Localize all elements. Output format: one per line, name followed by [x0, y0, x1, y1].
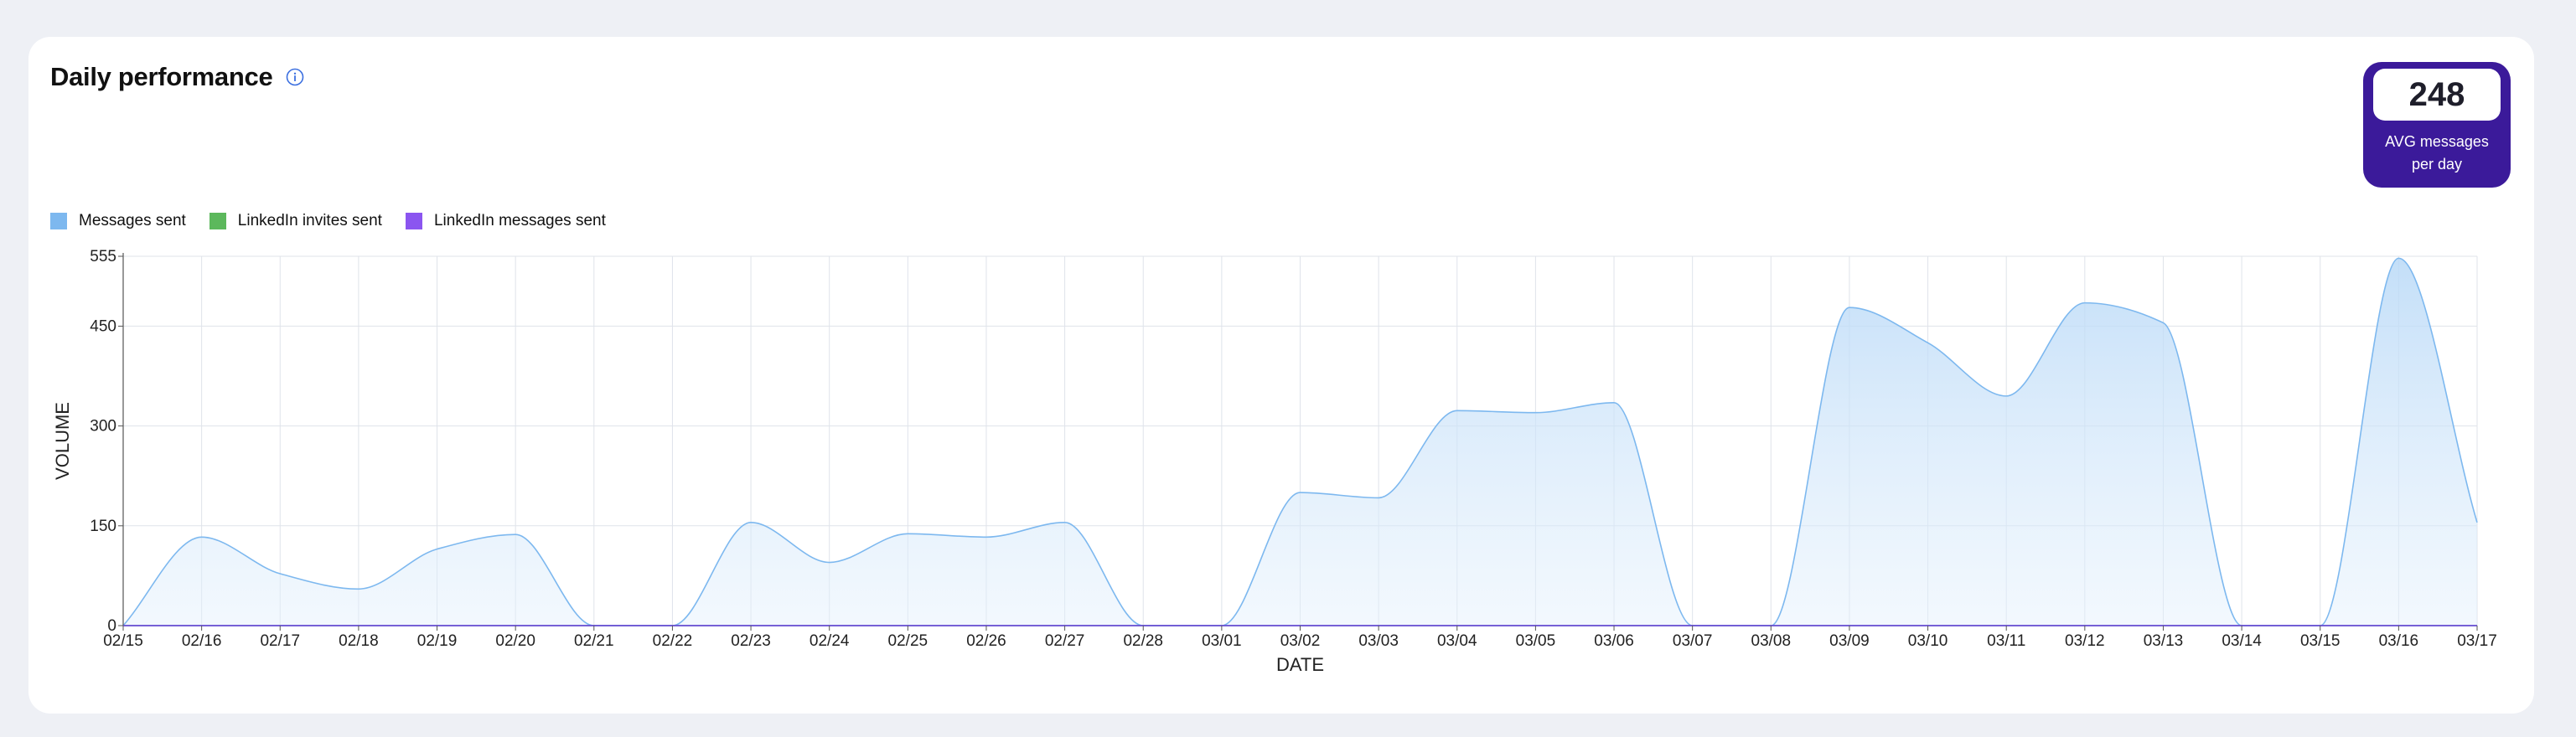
- avg-messages-box: 248 AVG messages per day: [2363, 62, 2511, 188]
- daily-performance-card: Daily performance 248 AVG messages per d…: [28, 37, 2534, 714]
- y-axis-title: VOLUME: [52, 402, 73, 480]
- x-tick-label: 02/23: [731, 632, 771, 650]
- legend-label: LinkedIn invites sent: [237, 212, 382, 229]
- legend-item-linkedin-messages[interactable]: LinkedIn messages sent: [405, 212, 606, 230]
- x-tick-label: 03/07: [1673, 632, 1713, 650]
- x-tick-label: 02/28: [1123, 632, 1163, 650]
- x-tick-label: 02/26: [966, 632, 1006, 650]
- chart-legend: Messages sent LinkedIn invites sent Link…: [50, 212, 606, 230]
- x-tick-label: 02/24: [810, 632, 850, 650]
- avg-label-line2: per day: [2411, 156, 2463, 173]
- x-tick-label: 02/22: [653, 632, 693, 650]
- x-tick-label: 03/04: [1437, 632, 1477, 650]
- x-tick-label: 03/12: [2065, 632, 2105, 650]
- legend-item-messages-sent[interactable]: Messages sent: [50, 212, 186, 230]
- x-tick-label: 03/14: [2222, 632, 2262, 650]
- x-tick-label: 03/16: [2379, 632, 2419, 650]
- x-tick-label: 02/27: [1045, 632, 1085, 650]
- x-tick-label: 02/20: [495, 632, 535, 650]
- x-tick-label: 03/17: [2457, 632, 2497, 650]
- x-tick-label: 03/15: [2300, 632, 2341, 650]
- x-tick-label: 02/19: [417, 632, 458, 650]
- x-tick-label: 03/01: [1202, 632, 1242, 650]
- x-tick-label: 03/06: [1594, 632, 1634, 650]
- info-icon[interactable]: [286, 68, 304, 86]
- x-tick-label: 03/03: [1358, 632, 1399, 650]
- x-tick-label: 03/09: [1829, 632, 1870, 650]
- y-tick-label: 150: [90, 518, 116, 535]
- y-tick-label: 0: [107, 617, 116, 635]
- legend-swatch: [209, 213, 226, 229]
- x-tick-label: 03/11: [1987, 632, 2025, 650]
- y-tick-label: 450: [90, 317, 116, 335]
- legend-swatch: [405, 213, 422, 229]
- page-title: Daily performance: [50, 62, 273, 91]
- legend-swatch: [50, 213, 67, 229]
- x-tick-label: 03/13: [2144, 632, 2184, 650]
- x-tick-label: 02/21: [574, 632, 614, 650]
- x-tick-label: 03/10: [1908, 632, 1948, 650]
- x-tick-label: 02/17: [260, 632, 300, 650]
- label-layer: 0 150 300 450 555 02/15 02/16 02/17 02/18 02/19 02…: [52, 248, 2497, 675]
- legend-item-linkedin-invites[interactable]: LinkedIn invites sent: [209, 212, 382, 230]
- avg-messages-value: 248: [2373, 69, 2501, 121]
- avg-label-line1: AVG messages: [2385, 133, 2489, 150]
- y-tick-label: 300: [90, 418, 116, 436]
- x-tick-label: 03/05: [1516, 632, 1556, 650]
- y-tick-label: 555: [90, 248, 116, 265]
- x-tick-label: 02/25: [888, 632, 928, 650]
- x-tick-label: 03/08: [1751, 632, 1792, 650]
- title-row: Daily performance: [50, 62, 304, 92]
- x-tick-label: 02/15: [103, 632, 143, 650]
- series-area-messages-sent: [123, 258, 2477, 626]
- x-axis-title: DATE: [1276, 654, 1324, 675]
- x-tick-label: 02/18: [339, 632, 379, 650]
- axis-layer: [118, 253, 2478, 631]
- series-line-messages-sent: [122, 257, 2478, 626]
- avg-messages-label: AVG messages per day: [2363, 131, 2511, 176]
- legend-label: Messages sent: [79, 212, 186, 229]
- x-tick-label: 02/16: [182, 632, 222, 650]
- legend-label: LinkedIn messages sent: [433, 212, 606, 229]
- x-tick-label: 03/02: [1280, 632, 1321, 650]
- daily-performance-chart: 0 150 300 450 555 02/15 02/16 02/17 02/18 02/19 02…: [52, 248, 2497, 675]
